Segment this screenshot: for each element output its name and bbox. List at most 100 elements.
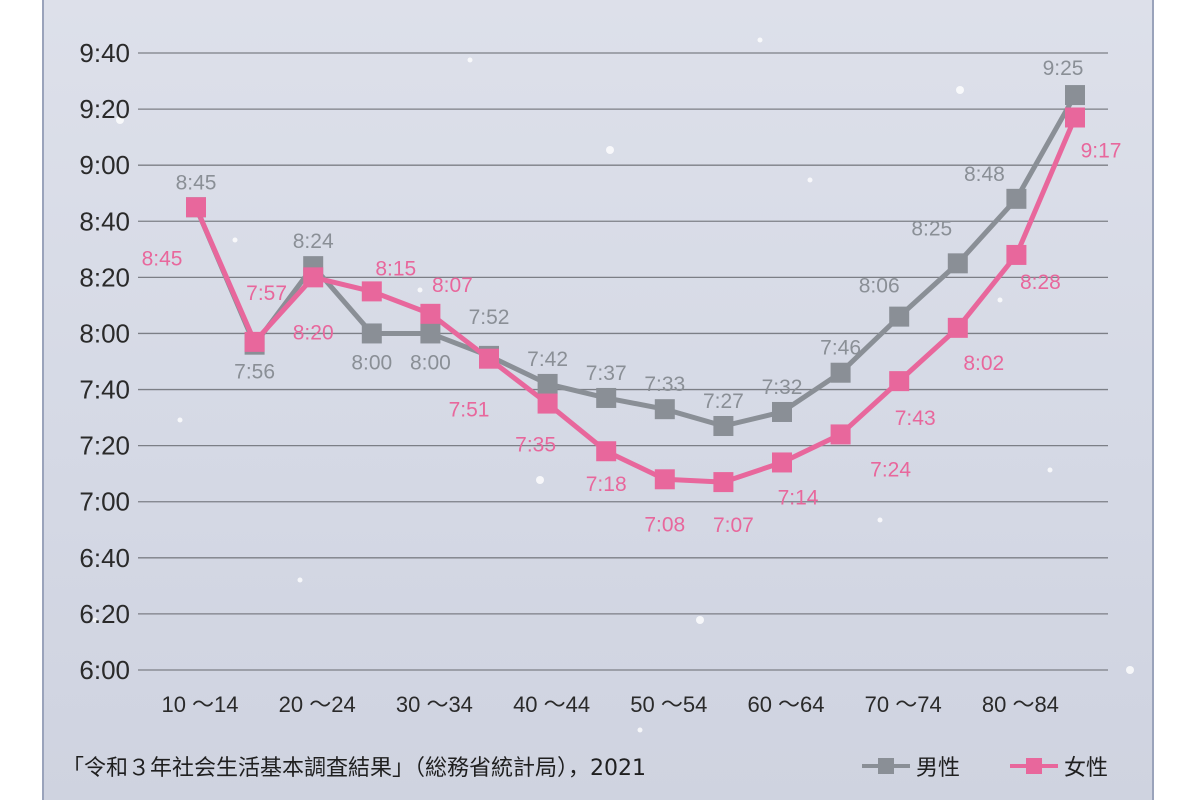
x-tick-label: 80 〜84 bbox=[982, 692, 1059, 717]
data-point-male bbox=[1006, 188, 1027, 209]
data-label-male: 8:45 bbox=[176, 171, 217, 194]
snow-dot bbox=[1047, 467, 1053, 473]
x-tick-label: 10 〜14 bbox=[161, 692, 238, 717]
data-point-female bbox=[420, 303, 441, 324]
data-point-female bbox=[654, 469, 675, 490]
snow-dot bbox=[807, 177, 813, 183]
data-label-female: 7:08 bbox=[644, 513, 685, 536]
snow-dot bbox=[467, 57, 473, 63]
data-label-male: 7:56 bbox=[234, 361, 275, 384]
data-point-female bbox=[1006, 244, 1027, 265]
data-label-female: 7:51 bbox=[449, 399, 490, 422]
data-label-male: 7:32 bbox=[762, 376, 803, 399]
snow-dot bbox=[696, 616, 704, 624]
data-point-male bbox=[1065, 85, 1085, 106]
x-tick-label: 20 〜24 bbox=[279, 692, 356, 717]
x-tick-label: 30 〜34 bbox=[396, 692, 473, 717]
data-label-female: 7:18 bbox=[586, 473, 627, 496]
data-point-male bbox=[361, 323, 382, 344]
snow-dot bbox=[297, 577, 303, 583]
snow-dot bbox=[1126, 666, 1134, 674]
data-point-male bbox=[830, 362, 851, 383]
data-label-male: 7:37 bbox=[586, 362, 627, 385]
y-tick-label: 8:40 bbox=[79, 206, 130, 236]
data-point-female bbox=[537, 393, 558, 414]
snow-dot bbox=[956, 86, 964, 94]
legend-item-female: 女性 bbox=[1010, 750, 1108, 782]
snow-dot bbox=[177, 417, 183, 423]
data-label-female: 8:07 bbox=[432, 274, 473, 297]
data-label-female: 7:57 bbox=[246, 282, 287, 305]
data-label-female: 7:14 bbox=[778, 486, 819, 509]
data-point-male bbox=[596, 387, 617, 408]
data-point-female bbox=[772, 452, 792, 473]
legend-swatch-female bbox=[1010, 756, 1058, 776]
data-label-male: 8:06 bbox=[859, 275, 900, 298]
data-point-female bbox=[713, 472, 734, 493]
data-point-female bbox=[596, 441, 617, 462]
snow-dot bbox=[637, 727, 643, 733]
x-tick-label: 70 〜74 bbox=[865, 692, 942, 717]
data-label-male: 7:46 bbox=[820, 337, 861, 360]
data-label-female: 8:20 bbox=[293, 321, 334, 344]
x-tick-label: 60 〜64 bbox=[747, 692, 824, 717]
snow-dot bbox=[606, 146, 614, 154]
data-point-male bbox=[420, 323, 441, 344]
data-label-male: 8:48 bbox=[964, 163, 1005, 186]
legend-item-male: 男性 bbox=[862, 750, 960, 782]
legend-swatch-male bbox=[862, 756, 910, 776]
snow-dot bbox=[997, 297, 1003, 303]
data-label-male: 8:24 bbox=[293, 230, 334, 253]
data-label-female: 9:17 bbox=[1081, 140, 1122, 163]
data-point-female bbox=[479, 348, 499, 369]
legend-label-male: 男性 bbox=[916, 756, 961, 781]
snow-dot bbox=[92, 617, 98, 623]
y-tick-label: 6:20 bbox=[79, 599, 130, 629]
data-label-male: 7:52 bbox=[469, 306, 510, 329]
y-tick-label: 8:00 bbox=[79, 318, 130, 348]
data-label-female: 8:02 bbox=[963, 352, 1004, 375]
data-point-female bbox=[303, 267, 324, 288]
data-label-male: 7:42 bbox=[527, 348, 568, 371]
data-label-female: 8:28 bbox=[1020, 271, 1061, 294]
y-tick-label: 9:20 bbox=[79, 94, 130, 124]
data-point-female bbox=[830, 424, 851, 445]
y-tick-label: 7:20 bbox=[79, 431, 130, 461]
data-point-male bbox=[713, 416, 734, 437]
source-note: 「令和３年社会生活基本調査結果」（総務省統計局），2021 bbox=[62, 756, 646, 781]
y-tick-label: 7:40 bbox=[79, 375, 130, 405]
data-point-female bbox=[947, 317, 968, 338]
data-point-female bbox=[889, 371, 910, 392]
data-label-male: 7:27 bbox=[703, 390, 744, 413]
data-point-male bbox=[947, 253, 968, 274]
data-point-male bbox=[654, 399, 675, 420]
y-tick-label: 7:00 bbox=[79, 487, 130, 517]
data-point-female bbox=[244, 331, 265, 352]
data-label-male: 8:00 bbox=[351, 351, 392, 374]
snow-dot bbox=[536, 476, 544, 484]
data-label-female: 8:45 bbox=[142, 247, 183, 270]
data-label-male: 7:33 bbox=[644, 373, 685, 396]
legend-label-female: 女性 bbox=[1064, 756, 1109, 781]
x-tick-label: 40 〜44 bbox=[513, 692, 590, 717]
x-tick-label: 50 〜54 bbox=[630, 692, 707, 717]
data-label-female: 7:24 bbox=[870, 458, 911, 481]
data-point-male bbox=[889, 306, 910, 327]
y-tick-label: 9:40 bbox=[79, 38, 130, 68]
data-label-female: 7:35 bbox=[515, 434, 556, 457]
data-label-female: 8:15 bbox=[375, 257, 416, 280]
data-label-male: 9:25 bbox=[1043, 57, 1084, 80]
data-label-female: 7:07 bbox=[713, 514, 754, 537]
series-line-female bbox=[193, 116, 1078, 485]
data-point-male bbox=[772, 401, 792, 422]
y-tick-label: 8:20 bbox=[79, 262, 130, 292]
snow-dot bbox=[877, 517, 883, 523]
data-label-male: 8:00 bbox=[410, 351, 451, 374]
data-point-male bbox=[537, 373, 558, 394]
y-tick-label: 9:00 bbox=[79, 150, 130, 180]
series-line-male bbox=[193, 93, 1078, 429]
snow-dot bbox=[116, 116, 124, 124]
snow-dot bbox=[757, 37, 763, 43]
